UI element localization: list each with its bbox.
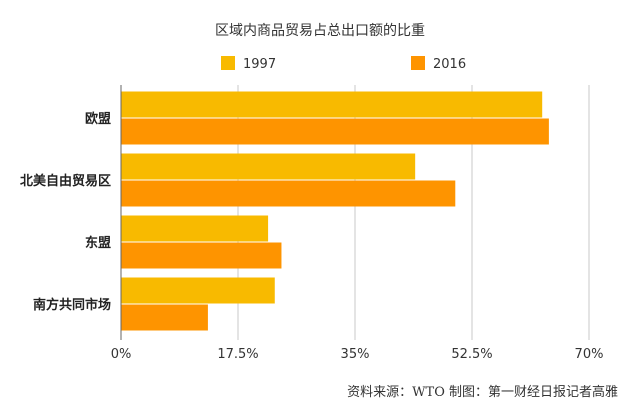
source-caption: 资料来源：WTO 制图：第一财经日报记者高雅	[347, 385, 618, 400]
x-tick-label: 70%	[575, 347, 604, 362]
bar-1997-3	[121, 277, 275, 304]
bar-2016-3	[121, 304, 208, 331]
bar-2016-0	[121, 118, 549, 145]
legend-swatch-2016	[411, 56, 425, 70]
category-label: 欧盟	[85, 111, 111, 127]
bar-chart: 区域内商品贸易占总出口额的比重 1997 2016 欧盟北美自由贸易区东盟南方共同…	[20, 23, 604, 362]
category-label: 南方共同市场	[33, 297, 111, 313]
bar-2016-2	[121, 242, 282, 269]
x-tick-labels: 0% 17.5% 35% 52.5% 70%	[111, 347, 604, 362]
x-tick-label: 35%	[341, 347, 370, 362]
chart-title: 区域内商品贸易占总出口额的比重	[215, 23, 425, 39]
bar-1997-1	[121, 153, 416, 180]
x-tick-label: 52.5%	[451, 347, 492, 362]
bar-1997-0	[121, 91, 543, 118]
bars	[121, 91, 549, 331]
category-label: 东盟	[85, 235, 111, 251]
legend-swatch-1997	[221, 56, 235, 70]
legend-label-2016: 2016	[433, 57, 466, 72]
bar-1997-2	[121, 215, 269, 242]
legend: 1997 2016	[221, 56, 466, 72]
category-label: 北美自由贸易区	[20, 173, 111, 189]
x-tick-label: 0%	[111, 347, 132, 362]
x-tick-label: 17.5%	[217, 347, 258, 362]
legend-label-1997: 1997	[243, 57, 276, 72]
bar-2016-1	[121, 180, 456, 207]
